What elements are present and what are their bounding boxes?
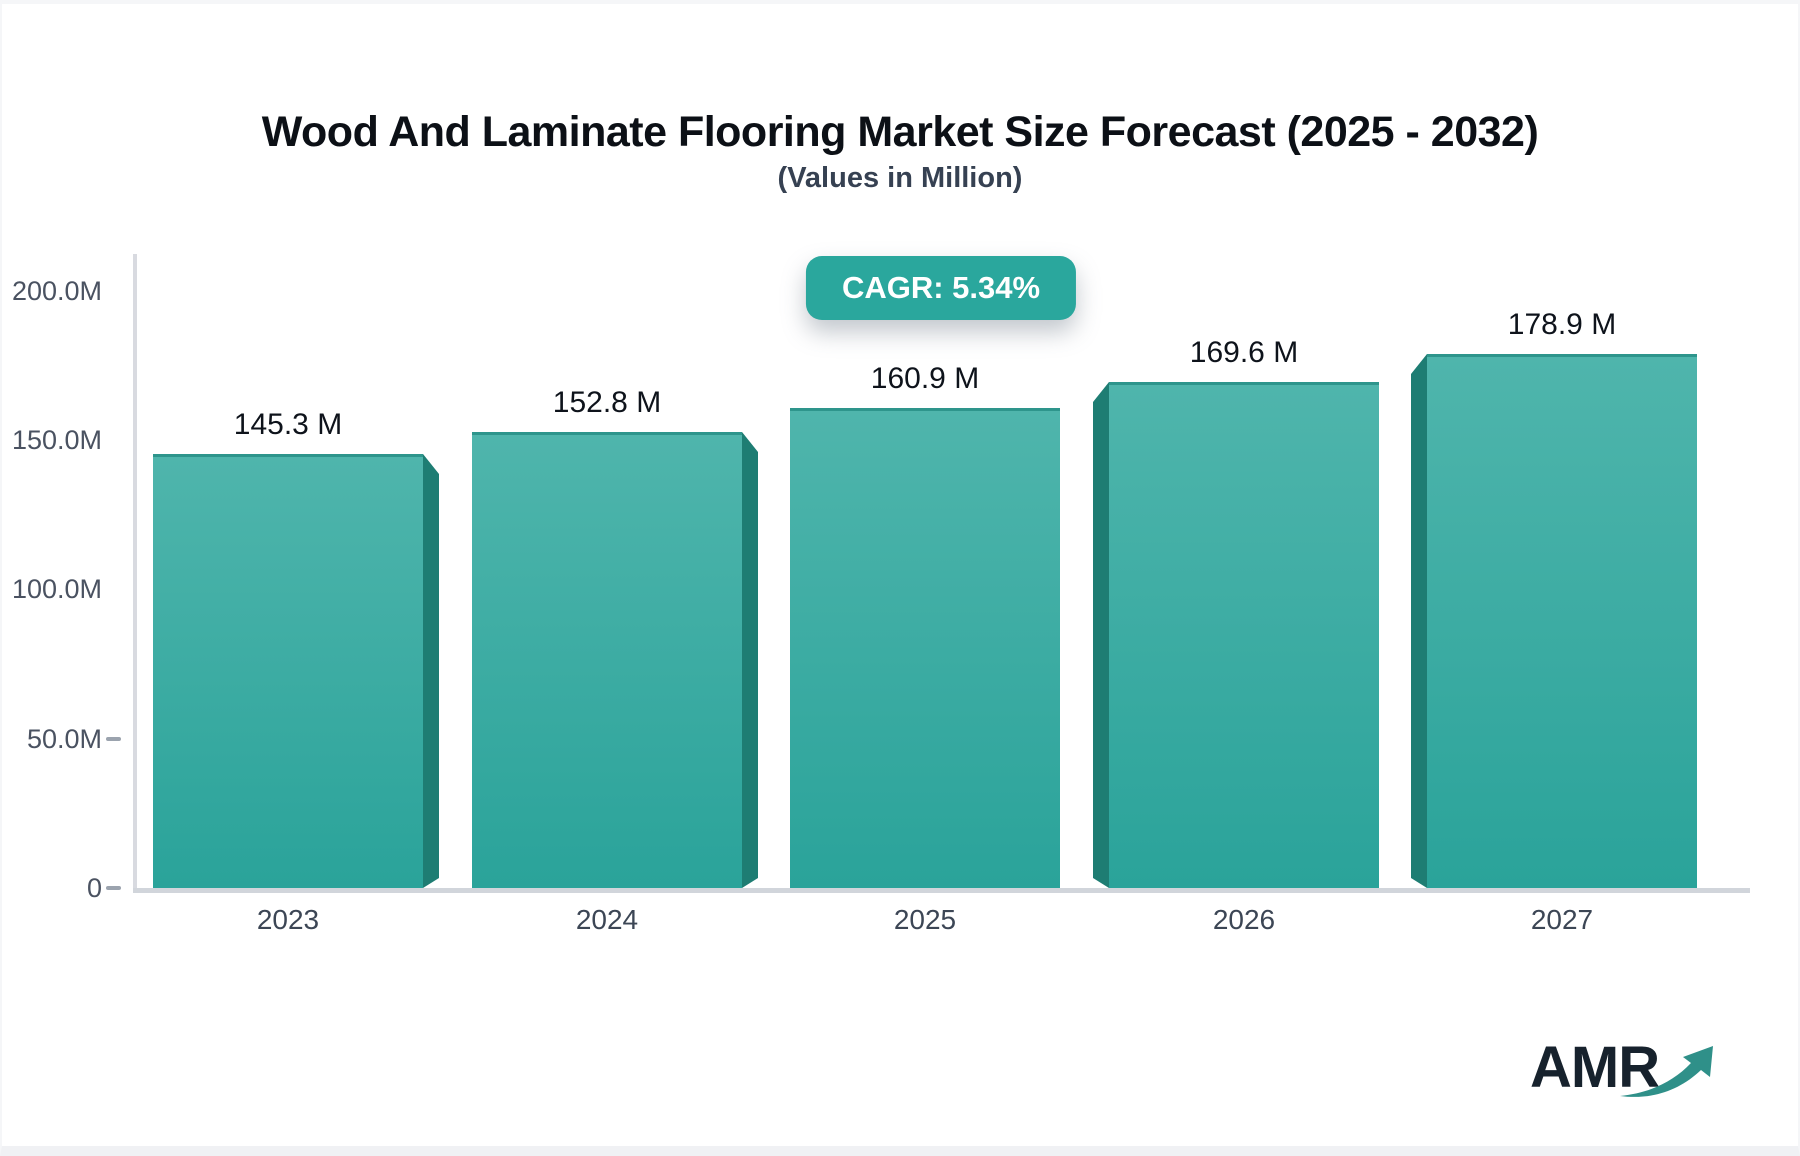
amr-logo-arrow-icon <box>1620 1046 1713 1097</box>
amr-logo-text: AMR <box>1530 1035 1660 1100</box>
x-axis-label-2023: 2023 <box>256 904 320 935</box>
chart-title: Wood And Laminate Flooring Market Size F… <box>261 108 1539 156</box>
x-axis-baseline <box>133 888 1750 893</box>
y-tick-label-100.0M: 100.0M <box>11 574 102 604</box>
bar-2025[interactable] <box>790 408 1060 888</box>
bar-value-label-2024: 152.8 M <box>552 386 662 419</box>
bar-2023[interactable] <box>153 454 423 888</box>
bar-side-face-2023 <box>423 454 439 888</box>
x-axis-label-2027: 2027 <box>1530 904 1594 935</box>
bar-side-face-2027 <box>1411 354 1427 888</box>
x-axis-label-2026: 2026 <box>1212 904 1276 935</box>
y-tick-mark <box>106 886 121 890</box>
chart-subtitle: (Values in Million) <box>777 162 1023 194</box>
cagr-badge: CAGR: 5.34% <box>805 256 1077 320</box>
bar-2026[interactable] <box>1109 382 1379 888</box>
bar-value-label-2026: 169.6 M <box>1189 336 1299 369</box>
bar-side-face-2024 <box>742 432 758 888</box>
bar-value-label-2025: 160.9 M <box>870 362 980 395</box>
y-tick-label-200.0M: 200.0M <box>11 276 102 306</box>
x-axis-label-2025: 2025 <box>893 904 957 935</box>
x-axis-label-2024: 2024 <box>575 904 639 935</box>
y-axis-line <box>133 254 137 892</box>
bar-value-label-2023: 145.3 M <box>233 408 343 441</box>
y-tick-mark <box>106 737 121 741</box>
y-tick-label-0: 0 <box>86 873 102 903</box>
amr-logo: AMR <box>1530 1038 1730 1108</box>
plot-area: 200.0M 150.0M 100.0M 50.0M 0 145.3 M 152.8 M 1… <box>2 4 1798 1146</box>
y-tick-label-150.0M: 150.0M <box>11 425 102 455</box>
bar-2027[interactable] <box>1427 354 1697 888</box>
bar-value-label-2027: 178.9 M <box>1507 308 1617 341</box>
bar-side-face-2026 <box>1093 382 1109 888</box>
y-tick-label-50.0M: 50.0M <box>26 724 102 754</box>
bar-2024[interactable] <box>472 432 742 888</box>
